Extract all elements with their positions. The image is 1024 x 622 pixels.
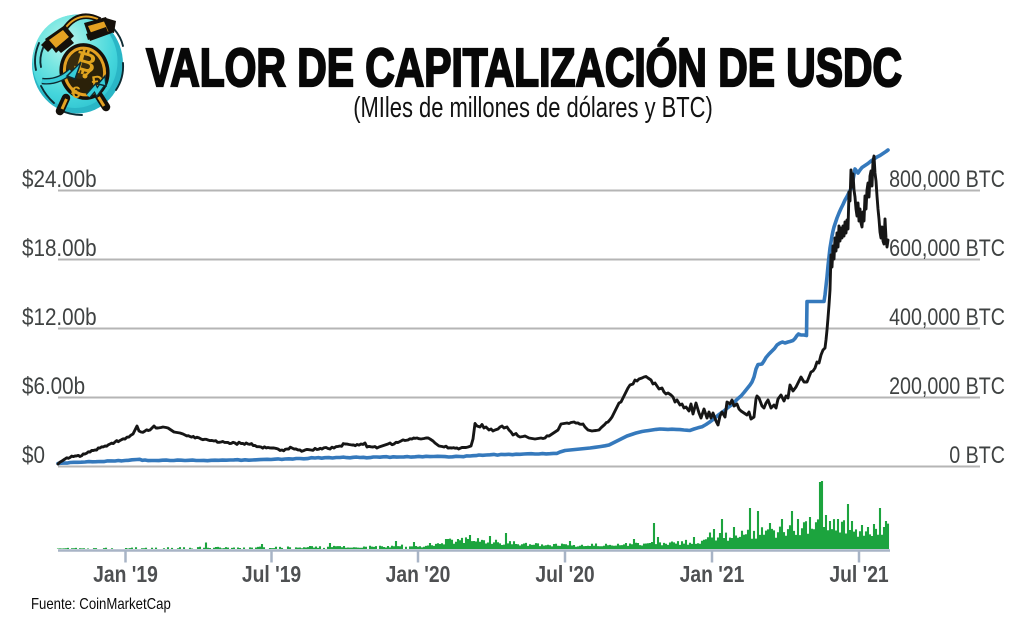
svg-text:Jul '20: Jul '20 — [535, 563, 594, 588]
svg-text:€: € — [71, 83, 81, 102]
svg-text:Jan '19: Jan '19 — [93, 563, 158, 588]
svg-text:$24.00b: $24.00b — [22, 166, 97, 193]
svg-text:Jan '21: Jan '21 — [680, 563, 745, 588]
svg-text:Jan '20: Jan '20 — [386, 563, 451, 588]
svg-text:600,000 BTC: 600,000 BTC — [889, 234, 1005, 261]
svg-text:Fuente: CoinMarketCap: Fuente: CoinMarketCap — [31, 596, 171, 613]
svg-text:$18.00b: $18.00b — [22, 235, 97, 262]
svg-text:VALOR DE CAPITALIZACIÓN DE USD: VALOR DE CAPITALIZACIÓN DE USDC — [146, 36, 902, 98]
svg-text:(MIles de millones de dólares: (MIles de millones de dólares y BTC) — [353, 92, 713, 123]
svg-text:$12.00b: $12.00b — [22, 304, 97, 331]
svg-text:$0: $0 — [22, 442, 45, 469]
svg-text:200,000 BTC: 200,000 BTC — [889, 372, 1005, 399]
svg-text:Jul '19: Jul '19 — [242, 563, 301, 588]
svg-text:800,000 BTC: 800,000 BTC — [889, 165, 1005, 192]
svg-text:Jul '21: Jul '21 — [829, 563, 888, 588]
svg-text:400,000 BTC: 400,000 BTC — [889, 303, 1005, 330]
svg-text:0 BTC: 0 BTC — [949, 441, 1005, 468]
svg-text:$6.00b: $6.00b — [22, 373, 85, 400]
